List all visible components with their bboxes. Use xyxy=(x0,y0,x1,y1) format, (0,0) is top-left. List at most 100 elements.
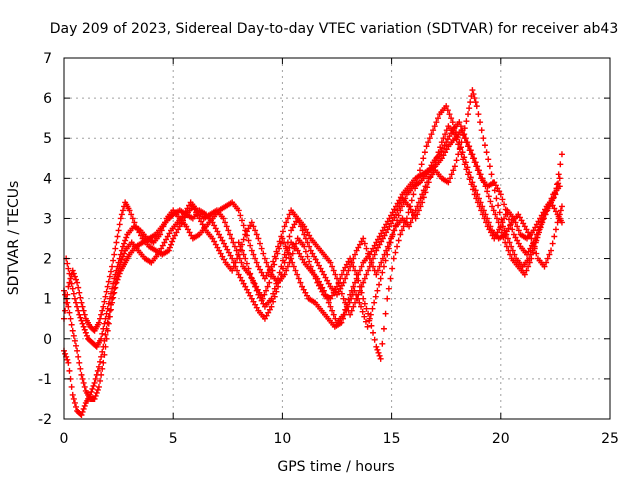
data-point xyxy=(73,276,80,283)
data-point xyxy=(347,263,354,270)
data-point xyxy=(281,271,288,278)
data-point xyxy=(312,275,319,282)
data-point xyxy=(379,235,386,242)
data-point xyxy=(485,156,492,163)
x-axis-label: GPS time / hours xyxy=(277,459,394,475)
data-point xyxy=(505,216,512,223)
data-point xyxy=(315,282,322,289)
data-point xyxy=(64,291,71,298)
data-point xyxy=(62,307,69,314)
data-point xyxy=(240,251,247,258)
data-point xyxy=(502,239,509,246)
data-point xyxy=(507,251,514,258)
data-point xyxy=(77,294,84,301)
data-point xyxy=(283,254,290,261)
data-point xyxy=(220,215,227,222)
data-point xyxy=(447,175,454,182)
data-point xyxy=(322,274,329,281)
data-point xyxy=(121,240,128,247)
data-point xyxy=(465,171,472,178)
data-point xyxy=(237,274,244,281)
data-point xyxy=(184,226,191,233)
data-point xyxy=(515,240,522,247)
data-point xyxy=(74,279,81,286)
data-point xyxy=(558,203,565,210)
data-point xyxy=(306,243,313,250)
data-point xyxy=(284,263,291,270)
data-point xyxy=(468,181,475,188)
data-point xyxy=(245,237,252,244)
data-point xyxy=(552,208,559,215)
data-point xyxy=(391,214,398,221)
data-point xyxy=(430,164,437,171)
data-point xyxy=(264,283,271,290)
y-tick-label: 4 xyxy=(43,171,52,187)
data-point xyxy=(426,165,433,172)
data-point xyxy=(469,186,476,193)
data-point xyxy=(366,263,373,270)
data-point xyxy=(395,237,402,244)
data-point xyxy=(263,272,270,279)
data-point xyxy=(102,293,109,300)
data-point xyxy=(73,299,80,306)
data-point xyxy=(330,311,337,318)
data-point xyxy=(492,232,499,239)
data-point xyxy=(499,219,506,226)
data-points xyxy=(61,87,565,418)
data-point xyxy=(345,296,352,303)
data-point xyxy=(456,146,463,153)
data-point xyxy=(101,320,108,327)
data-point xyxy=(418,161,425,168)
x-tick-label: 5 xyxy=(169,431,178,447)
data-point xyxy=(250,298,257,305)
data-point xyxy=(448,171,455,178)
data-point xyxy=(376,233,383,240)
data-point xyxy=(374,236,381,243)
x-tick-label: 0 xyxy=(60,431,69,447)
data-point xyxy=(520,220,527,227)
data-point xyxy=(74,347,81,354)
data-point xyxy=(101,337,108,344)
data-point xyxy=(384,251,391,258)
data-point xyxy=(438,139,445,146)
data-point xyxy=(359,308,366,315)
data-point xyxy=(388,220,395,227)
data-point xyxy=(83,332,90,339)
data-point xyxy=(467,99,474,106)
data-point xyxy=(352,267,359,274)
data-point xyxy=(100,303,107,310)
data-point xyxy=(379,340,386,347)
data-point xyxy=(469,151,476,158)
data-point xyxy=(446,133,453,140)
data-point xyxy=(352,279,359,286)
data-point xyxy=(76,311,83,318)
data-point xyxy=(431,123,438,130)
data-point xyxy=(276,269,283,276)
data-point xyxy=(384,218,391,225)
data-point xyxy=(272,255,279,262)
data-point xyxy=(247,222,254,229)
data-point xyxy=(76,359,83,366)
data-point xyxy=(302,226,309,233)
data-point xyxy=(168,241,175,248)
data-point xyxy=(68,383,75,390)
data-point xyxy=(76,289,83,296)
data-point xyxy=(340,279,347,286)
y-tick-label: 3 xyxy=(43,211,52,227)
data-point xyxy=(374,287,381,294)
data-point xyxy=(98,311,105,318)
data-point xyxy=(370,255,377,262)
data-point xyxy=(374,267,381,274)
data-point xyxy=(116,221,123,228)
data-point xyxy=(269,267,276,274)
data-point xyxy=(453,157,460,164)
data-point xyxy=(383,221,390,228)
data-point xyxy=(474,163,481,170)
data-point xyxy=(278,263,285,270)
y-tick-label: 0 xyxy=(43,332,52,348)
data-point xyxy=(415,207,422,214)
data-point xyxy=(338,282,345,289)
data-point xyxy=(81,383,88,390)
data-point xyxy=(184,205,191,212)
data-point xyxy=(92,392,99,399)
